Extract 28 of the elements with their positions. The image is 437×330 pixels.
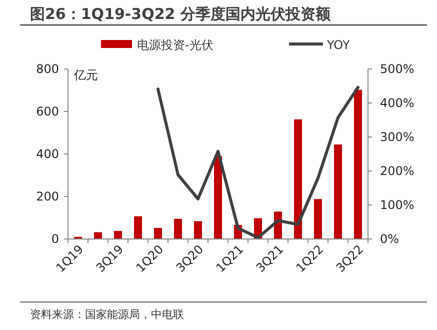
chart-title: 图26：1Q19-3Q22 分季度国内光伏投资额 bbox=[30, 5, 332, 23]
bar bbox=[214, 156, 222, 239]
y-axis-title: 亿元 bbox=[73, 68, 98, 82]
bar bbox=[114, 230, 122, 239]
text: 资料来源：国家能源局，中电联 bbox=[30, 308, 184, 321]
bar bbox=[314, 199, 322, 239]
bar bbox=[94, 232, 102, 239]
line-series bbox=[156, 86, 360, 240]
y-tick-label: 200 bbox=[36, 190, 59, 204]
y2-tick-label: 100% bbox=[380, 198, 414, 212]
legend-label: 电源投资-光伏 bbox=[137, 38, 214, 52]
legend-label: YOY bbox=[326, 38, 350, 52]
y-tick-label: 800 bbox=[36, 62, 59, 76]
bar bbox=[354, 90, 362, 239]
bar bbox=[334, 144, 342, 239]
y2-tick-label: 400% bbox=[380, 96, 414, 110]
bar bbox=[194, 221, 202, 239]
bar bbox=[134, 216, 142, 239]
y2-tick-label: 300% bbox=[380, 130, 414, 144]
y-tick-label: 400 bbox=[36, 147, 59, 162]
y2-tick-label: 500% bbox=[380, 62, 414, 76]
bar bbox=[294, 119, 302, 239]
bar bbox=[174, 218, 182, 239]
y2-tick-label: 200% bbox=[380, 164, 414, 178]
y-tick-label: 0 bbox=[51, 232, 59, 246]
y-tick-label: 600 bbox=[36, 104, 59, 119]
y2-tick-label: 0% bbox=[380, 232, 400, 246]
bar bbox=[154, 228, 162, 239]
